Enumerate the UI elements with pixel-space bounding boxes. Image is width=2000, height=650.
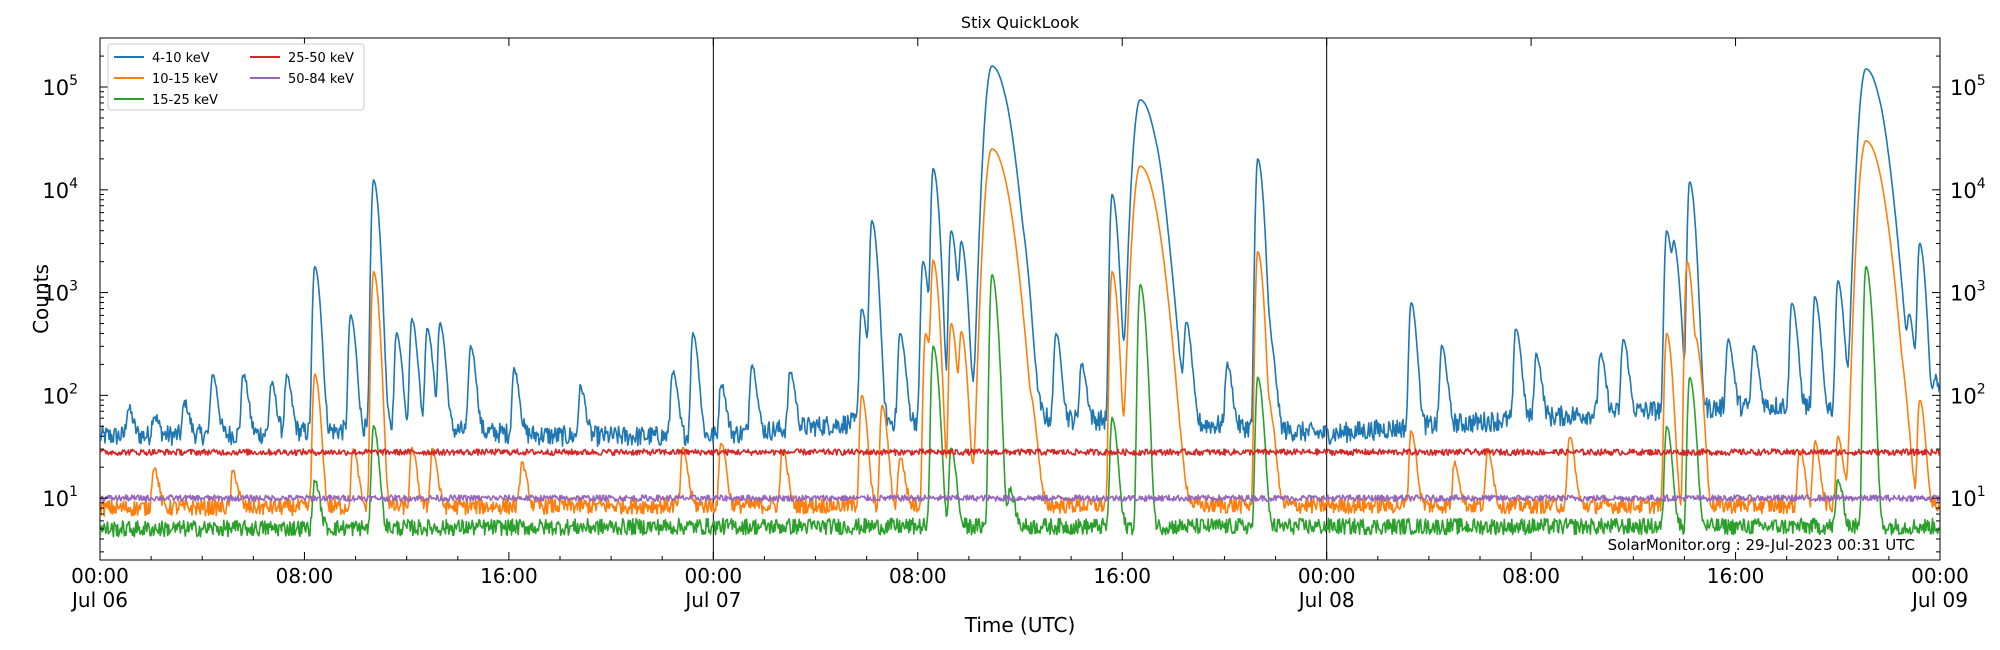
y-tick-exponent: 5	[1977, 73, 1986, 89]
day-dividers	[712, 38, 1328, 560]
x-tick-date-label: Jul 09	[1910, 588, 1968, 612]
y-tick-label-left: 102	[42, 381, 78, 408]
plot-area	[99, 37, 1941, 561]
x-tick-date-label: Jul 06	[70, 588, 128, 612]
x-tick-date-label: Jul 07	[683, 588, 741, 612]
y-tick-label-left: 105	[42, 73, 78, 100]
series-line	[100, 140, 1940, 517]
x-tick-label: 00:00	[1298, 564, 1356, 588]
timestamp-annotation: SolarMonitor.org : 29-Jul-2023 00:31 UTC	[1608, 536, 1915, 554]
y-tick-exponent: 4	[1977, 176, 1986, 192]
y-tick-exponent: 1	[1977, 484, 1986, 500]
y-axis-label: Counts	[29, 264, 53, 334]
series-line	[100, 265, 1940, 538]
legend-box	[107, 43, 365, 111]
y-tick-exponent: 1	[69, 484, 78, 500]
x-tick-label: 08:00	[276, 564, 334, 588]
legend-label: 15-25 keV	[152, 93, 218, 108]
chart-title: Stix QuickLook	[961, 13, 1080, 32]
y-tick-exponent: 4	[69, 176, 78, 192]
x-tick-label: 16:00	[480, 564, 538, 588]
series-lines	[100, 65, 1940, 538]
x-tick-label: 08:00	[889, 564, 947, 588]
y-tick-exponent: 3	[69, 279, 78, 295]
y-tick-label-left: 101	[42, 484, 78, 511]
legend-label: 10-15 keV	[152, 72, 218, 87]
y-tick-exponent: 2	[69, 381, 78, 397]
y-tick-exponent: 3	[1977, 279, 1986, 295]
x-tick-label: 08:00	[1502, 564, 1560, 588]
y-tick-label-left: 104	[42, 176, 78, 203]
y-tick-label-right: 104	[1950, 176, 1986, 203]
y-tick-label-right: 103	[1950, 279, 1986, 306]
x-tick-label: 00:00	[1911, 564, 1969, 588]
y-tick-label-right: 105	[1950, 73, 1986, 100]
legend: 4-10 keV 10-15 keV 15-25 keV 25-50 keV 50-84…	[107, 43, 365, 111]
series-line	[100, 494, 1940, 502]
y-tick-exponent: 2	[1977, 381, 1986, 397]
legend-label: 4-10 keV	[152, 51, 210, 66]
series-line	[100, 448, 1940, 457]
x-tick-label: 16:00	[1093, 564, 1151, 588]
y-tick-label-right: 102	[1950, 381, 1986, 408]
legend-label: 25-50 keV	[288, 51, 354, 66]
legend-label: 50-84 keV	[288, 72, 354, 87]
x-tick-label: 00:00	[71, 564, 129, 588]
y-tick-exponent: 5	[69, 73, 78, 89]
x-tick-label: 00:00	[685, 564, 743, 588]
series-line	[100, 65, 1940, 448]
y-tick-label-right: 101	[1950, 484, 1986, 511]
x-tick-date-label: Jul 08	[1297, 588, 1355, 612]
x-axis-label: Time (UTC)	[964, 613, 1076, 637]
x-tick-label: 16:00	[1707, 564, 1765, 588]
